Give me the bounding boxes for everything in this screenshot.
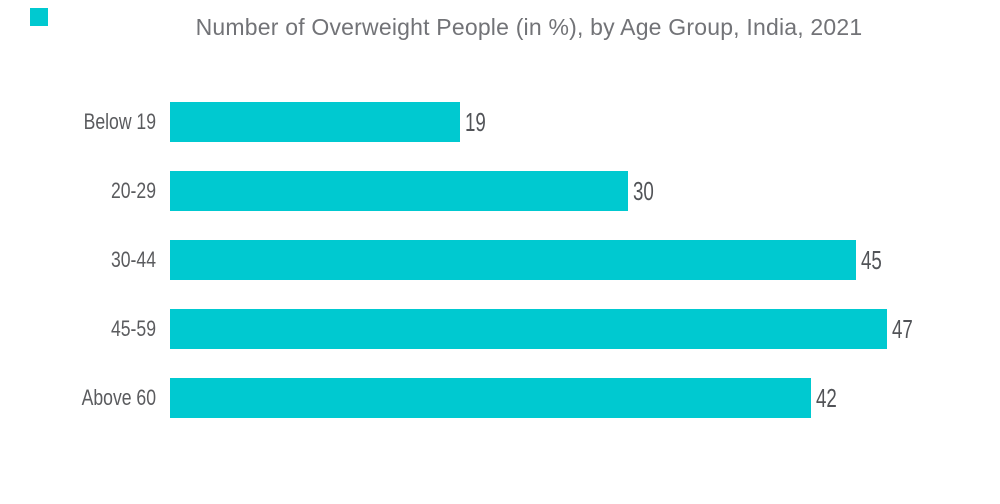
- category-label: 45-59: [110, 316, 156, 341]
- bar: [170, 309, 887, 349]
- brand-logo-square: [30, 8, 48, 26]
- bar: [170, 240, 857, 280]
- bar-track: 45: [170, 240, 890, 280]
- category-label: 20-29: [110, 178, 156, 203]
- value-label: 30: [632, 176, 654, 206]
- bar-track: 19: [170, 102, 494, 142]
- bar-track: 42: [170, 378, 844, 418]
- bar: [170, 102, 460, 142]
- category-label: Above 60: [81, 385, 156, 410]
- bar-row: Below 19 19: [0, 102, 1000, 142]
- bar-track: 47: [170, 309, 921, 349]
- value-label: 19: [464, 107, 486, 137]
- bar-row: 45-59 47: [0, 309, 1000, 349]
- category-label: 30-44: [110, 247, 156, 272]
- value-label: 47: [891, 314, 913, 344]
- bar-row: 30-44 45: [0, 240, 1000, 280]
- category-label: Below 19: [83, 109, 156, 134]
- value-label: 45: [861, 245, 883, 275]
- chart-title: Number of Overweight People (in %), by A…: [195, 14, 863, 40]
- bar: [170, 171, 628, 211]
- bar-row: 20-29 30: [0, 171, 1000, 211]
- bar-row: Above 60 42: [0, 378, 1000, 418]
- bar-track: 30: [170, 171, 661, 211]
- value-label: 42: [815, 383, 837, 413]
- bar: [170, 378, 811, 418]
